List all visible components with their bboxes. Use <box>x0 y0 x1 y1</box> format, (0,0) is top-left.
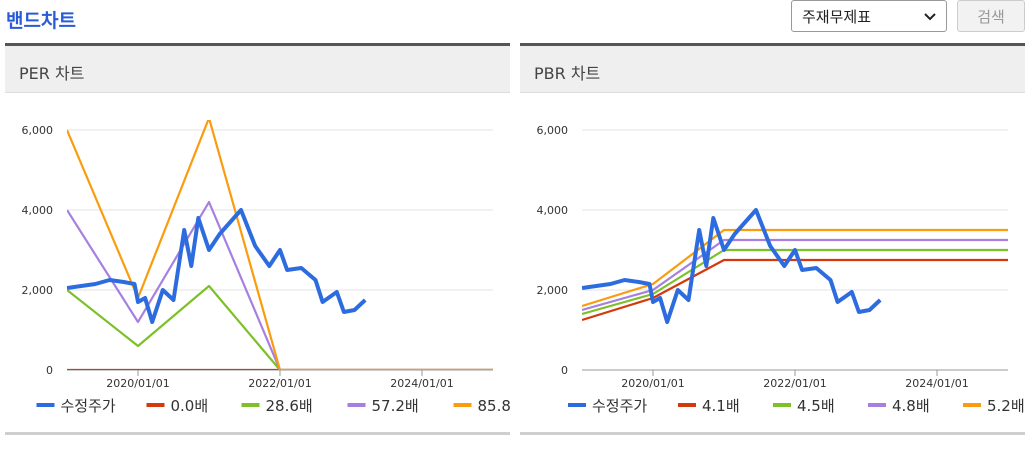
series-line <box>582 228 1008 308</box>
per-chart-panel: PER 차트 0 2,000 4,000 6,000 2020/01/01 2022/01… <box>5 43 510 435</box>
x-tick-label: 2022/01/01 <box>248 377 311 390</box>
panel-header: PER 차트 <box>5 46 510 93</box>
y-tick-label: 4,000 <box>537 204 569 217</box>
legend-label: 4.8배 <box>892 397 930 415</box>
legend-label: 수정주가 <box>592 397 647 415</box>
y-tick-label: 6,000 <box>22 124 54 137</box>
legend-label: 4.1배 <box>702 397 740 415</box>
panel-top-border <box>5 43 510 46</box>
legend-label: 수정주가 <box>61 397 116 415</box>
legend-label: 85.8배 <box>478 397 511 415</box>
page-title: 밴드차트 <box>6 10 76 32</box>
series-line <box>582 208 882 324</box>
x-tick-label: 2024/01/01 <box>390 377 453 390</box>
panel-top-border <box>520 43 1025 46</box>
y-tick-label: 2,000 <box>537 284 569 297</box>
x-tick-label: 2020/01/01 <box>106 377 169 390</box>
y-tick-label: 2,000 <box>22 284 54 297</box>
series-line <box>582 258 1008 322</box>
select-value: 주재무제표 <box>802 7 872 26</box>
legend-label: 57.2배 <box>372 397 419 415</box>
y-tick-label: 4,000 <box>22 204 54 217</box>
panel-title: PER 차트 <box>19 64 85 83</box>
series-line <box>67 284 493 370</box>
per-chart: 0 2,000 4,000 6,000 2020/01/01 2022/01/01 2024… <box>22 120 511 415</box>
series-line <box>582 238 1008 312</box>
y-tick-label: 0 <box>561 364 568 377</box>
panel-title: PBR 차트 <box>534 64 601 83</box>
legend-label: 5.2배 <box>987 397 1025 415</box>
x-tick-label: 2022/01/01 <box>763 377 826 390</box>
x-tick-label: 2024/01/01 <box>905 377 968 390</box>
legend-label: 28.6배 <box>266 397 313 415</box>
search-button[interactable]: 검색 <box>957 0 1025 32</box>
x-tick-label: 2020/01/01 <box>621 377 684 390</box>
series-line <box>67 200 493 370</box>
y-tick-label: 0 <box>46 364 53 377</box>
series-line <box>67 120 493 370</box>
chevron-down-icon <box>924 13 936 21</box>
legend-label: 0.0배 <box>171 397 209 415</box>
financial-statement-select[interactable]: 주재무제표 <box>791 0 947 32</box>
panel-header: PBR 차트 <box>520 46 1025 93</box>
legend-label: 4.5배 <box>797 397 835 415</box>
pbr-chart-panel: PBR 차트 0 2,000 4,000 6,000 2020/01/01 2022/01… <box>520 43 1025 435</box>
pbr-chart: 0 2,000 4,000 6,000 2020/01/01 2022/01/01 2024… <box>537 124 1025 415</box>
series-line <box>582 248 1008 316</box>
y-tick-label: 6,000 <box>537 124 569 137</box>
panel-bottom-border <box>5 432 510 435</box>
panel-bottom-border <box>520 432 1025 435</box>
series-line <box>67 208 367 324</box>
